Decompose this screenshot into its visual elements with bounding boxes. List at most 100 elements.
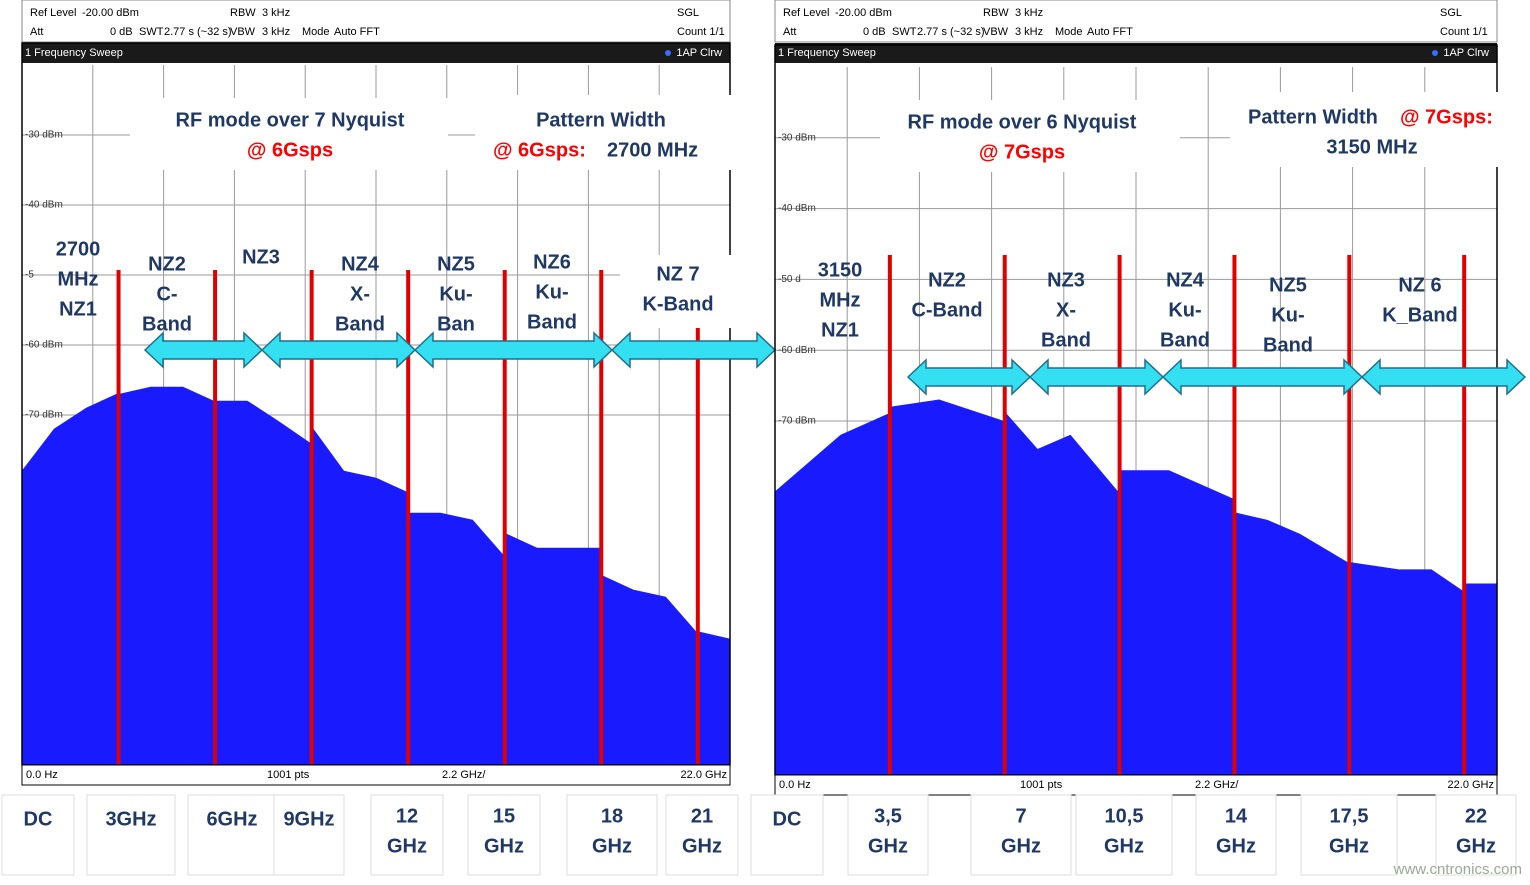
- freq-label: GHz: [1329, 835, 1369, 857]
- zone-label: 3150: [818, 259, 863, 281]
- zone-label: Band: [527, 311, 577, 333]
- freq-label: 3,5: [874, 805, 902, 827]
- zone-label: NZ3: [242, 246, 280, 268]
- y-tick-label: -40 dBm: [778, 203, 816, 214]
- header-text: -20.00 dBm: [82, 7, 139, 19]
- band-arrow: [1360, 358, 1527, 396]
- zone-label: X-: [1056, 299, 1076, 321]
- header-text: Att: [783, 26, 796, 38]
- trace-dot: [665, 50, 671, 56]
- freq-label: GHz: [1456, 835, 1496, 857]
- header-text: Ref Level: [30, 7, 76, 19]
- footer-text: 1001 pts: [1020, 779, 1063, 791]
- header-text: 0 dB: [863, 26, 886, 38]
- zone-label: NZ3: [1047, 269, 1085, 291]
- sweep-bar: [775, 43, 1497, 63]
- zone-label: NZ1: [59, 298, 97, 320]
- freq-box: [187, 794, 277, 876]
- zone-label: C-: [156, 283, 177, 305]
- title-text: RF mode over 6 Nyquist: [908, 111, 1137, 133]
- header-text: -20.00 dBm: [835, 7, 892, 19]
- freq-box: [1, 794, 75, 876]
- freq-box: [467, 794, 541, 876]
- zone-label: Band: [1041, 329, 1091, 351]
- freq-box: [86, 794, 176, 876]
- footer-text: 1001 pts: [267, 769, 310, 781]
- freq-box: [1435, 794, 1517, 876]
- freq-box: [750, 794, 824, 876]
- freq-label: DC: [24, 808, 53, 830]
- pattern-box: [1230, 92, 1512, 167]
- header-text: SGL: [1440, 7, 1462, 19]
- zone-label: C-Band: [911, 299, 982, 321]
- footer-text: 0.0 Hz: [779, 779, 811, 791]
- zone-label: NZ4: [1166, 269, 1205, 291]
- freq-label: 7: [1015, 805, 1026, 827]
- sweep-bar: [22, 43, 730, 63]
- freq-label: 15: [493, 805, 515, 827]
- freq-label: 21: [691, 805, 713, 827]
- pattern-box: [475, 95, 737, 170]
- freq-box: [847, 794, 929, 876]
- freq-box: [566, 794, 658, 876]
- y-tick-label: -30 dBm: [778, 132, 816, 143]
- pattern-text: @ 7Gsps:: [1400, 106, 1493, 128]
- header-text: Mode: [302, 26, 330, 38]
- footer-text: 22.0 GHz: [681, 769, 727, 781]
- freq-box: [1300, 794, 1398, 876]
- title-box: [130, 98, 448, 170]
- zone-label: MHz: [819, 289, 860, 311]
- header-text: 0 dB: [110, 26, 133, 38]
- zone-label: NZ4: [341, 253, 380, 275]
- pattern-text: 3150 MHz: [1326, 136, 1417, 158]
- freq-label: GHz: [1104, 835, 1144, 857]
- watermark: www.cntronics.com: [1393, 861, 1522, 878]
- freq-label: GHz: [1001, 835, 1041, 857]
- freq-label: 10,5: [1105, 805, 1144, 827]
- title-text: @ 7Gsps: [979, 141, 1065, 163]
- freq-label: 3GHz: [105, 808, 156, 830]
- header-text: 3 kHz: [1015, 7, 1043, 19]
- zone-label: Ban: [437, 313, 475, 335]
- title-box: [880, 100, 1180, 172]
- freq-box: [970, 794, 1072, 876]
- footer-bar: [774, 774, 1498, 796]
- zone-label: MHz: [57, 268, 98, 290]
- y-tick-label: -40 dBm: [25, 200, 63, 211]
- freq-label: GHz: [1216, 835, 1256, 857]
- pattern-text: Pattern Width: [1248, 106, 1378, 128]
- footer-bar: [21, 764, 731, 786]
- footer-text: 22.0 GHz: [1448, 779, 1494, 791]
- header-text: Count 1/1: [677, 26, 725, 38]
- header-text: 3 kHz: [262, 7, 290, 19]
- trace-label: 1AP Clrw: [1443, 47, 1489, 59]
- zone-label: 2700: [56, 238, 101, 260]
- y-tick-label: -50 d: [778, 274, 801, 285]
- header-text: RBW: [983, 7, 1009, 19]
- y-tick-label: -60 dBm: [25, 340, 63, 351]
- zone-label: Band: [1263, 334, 1313, 356]
- zone-label: Ku-: [1168, 299, 1201, 321]
- header-text: RBW: [230, 7, 256, 19]
- header-text: Mode: [1055, 26, 1083, 38]
- pattern-text: Pattern Width: [536, 109, 666, 131]
- trace-dot: [1432, 50, 1438, 56]
- freq-label: 9GHz: [283, 808, 334, 830]
- zone-label: NZ 6: [1398, 274, 1441, 296]
- freq-label: GHz: [484, 835, 524, 857]
- header-text: 2.77 s (~32 s): [917, 26, 985, 38]
- pattern-text: @ 6Gsps:: [493, 139, 586, 161]
- header-bar: [774, 0, 1498, 43]
- freq-label: 18: [601, 805, 623, 827]
- freq-label: DC: [773, 808, 802, 830]
- zone-label: NZ 7: [656, 263, 699, 285]
- freq-label: GHz: [868, 835, 908, 857]
- header-text: Att: [30, 26, 43, 38]
- header-text: SWT: [139, 26, 164, 38]
- zone-label: Ku-: [1271, 304, 1304, 326]
- y-tick-label: -70 dBm: [25, 410, 63, 421]
- header-text: VBW: [230, 26, 256, 38]
- zone-label: NZ1: [821, 319, 859, 341]
- header-text: SGL: [677, 7, 699, 19]
